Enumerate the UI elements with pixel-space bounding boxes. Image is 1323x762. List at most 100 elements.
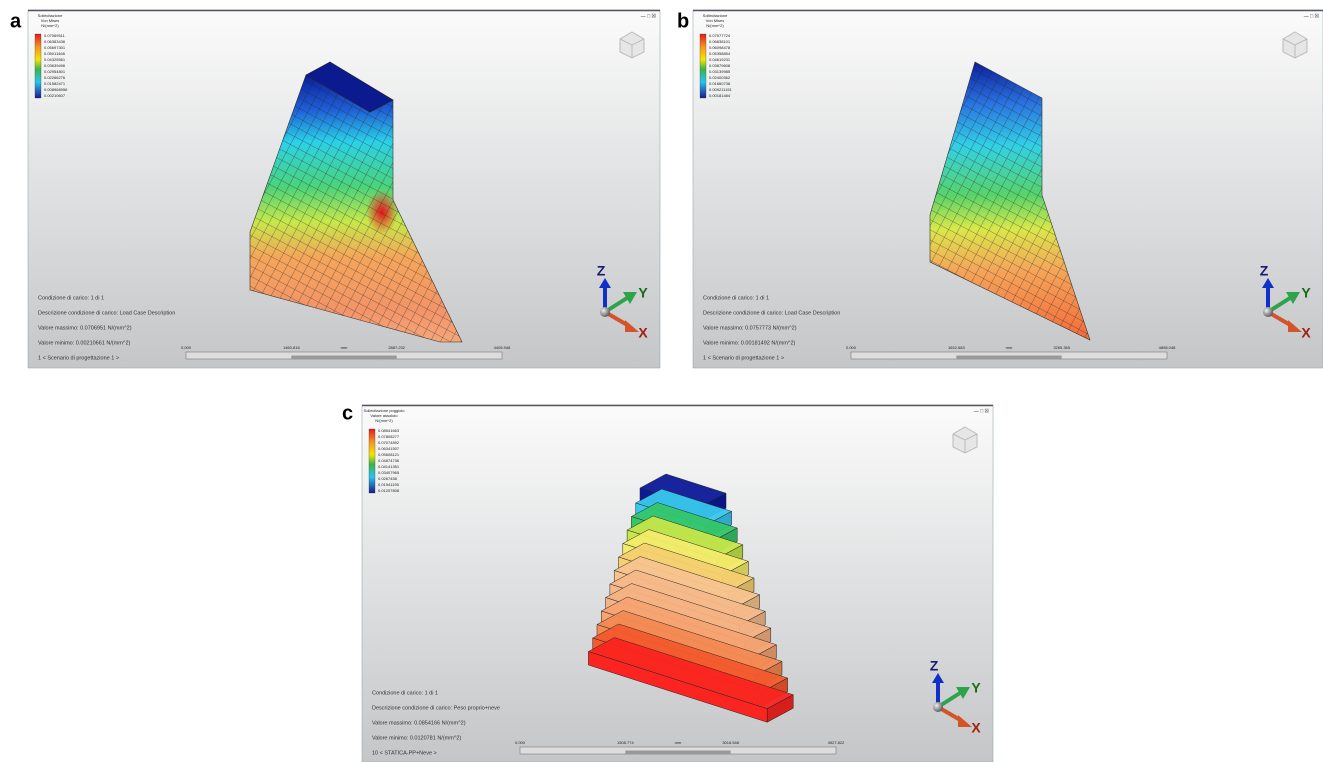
window-buttons: — □ ☒ <box>1304 13 1320 19</box>
scale-label: 3016.548 <box>722 740 739 745</box>
axis-label: X <box>638 325 648 341</box>
legend-value: 0.04141351 <box>378 464 400 469</box>
scale-label: 0.000 <box>515 740 526 745</box>
legend-value: 0.02400362 <box>709 75 731 80</box>
info-line: Descrizione condizione di carico: Load C… <box>38 310 175 316</box>
panel-label: a <box>10 10 22 32</box>
scale-label: 4898.048 <box>1159 345 1176 350</box>
legend-value: 0.01660738 <box>709 81 731 86</box>
legend-value: 0.01941195 <box>378 482 400 487</box>
scale-bar-segment <box>625 750 731 754</box>
window-buttons: — □ ☒ <box>974 408 990 414</box>
legend-value: 0.009211151 <box>709 87 733 92</box>
color-bar <box>34 33 42 99</box>
legend-value: 0.05358854 <box>709 51 731 56</box>
info-line: Condizione di carico: 1 di 1 <box>38 295 104 301</box>
legend-title: N/(mm^2) <box>375 418 393 423</box>
info-line: Valore massimo: 0.0706951 N/(mm^2) <box>38 325 132 331</box>
legend-value: 0.01582471 <box>44 81 66 86</box>
axis-origin <box>933 702 943 712</box>
scale-bar-segment <box>956 355 1062 359</box>
scale-label: 1632.683 <box>948 345 965 350</box>
axis-label: X <box>1301 325 1311 341</box>
legend-title: N/(mm^2) <box>41 23 59 28</box>
scale-label: 0.000 <box>846 345 857 350</box>
axis-z-head <box>599 278 611 288</box>
panel-label: c <box>342 402 353 424</box>
axis-y-head <box>623 292 637 304</box>
legend-value: 0.08541663 <box>378 428 400 433</box>
axis-x-head <box>958 715 972 727</box>
panel-label: b <box>677 10 689 32</box>
legend-title: Von Mises <box>41 18 59 23</box>
legend-title: Sollecitazione poggiolo <box>364 408 406 413</box>
info-line: Descrizione condizione di carico: Load C… <box>703 310 840 316</box>
legend-value: 0.07577724 <box>709 33 731 38</box>
info-line: 1 < Scenario di progettazione 1 > <box>38 355 119 361</box>
legend-value: 0.06838101 <box>709 39 731 44</box>
legend-title: Sollecitazione <box>38 13 63 18</box>
info-line: 10 < STATICA-PP+Neve > <box>372 750 437 756</box>
legend-value: 0.008968956 <box>44 87 68 92</box>
info-line: Descrizione condizione di carico: Peso p… <box>372 705 500 711</box>
legend-value: 0.06098478 <box>709 45 731 50</box>
legend-value: 0.0267458 <box>378 476 398 481</box>
legend-value: 0.02266276 <box>44 75 66 80</box>
axis-z-head <box>1262 278 1274 288</box>
color-bar <box>368 428 376 494</box>
scale-label: mm <box>675 740 682 745</box>
scale-label: mm <box>1006 345 1013 350</box>
legend-value: 0.05011468 <box>44 51 66 56</box>
axis-x-head <box>625 320 639 332</box>
scale-label: 1508.774 <box>617 740 634 745</box>
axis-x-head <box>1288 320 1302 332</box>
legend-value: 0.07074892 <box>378 440 400 445</box>
legend-value: 0.03139985 <box>709 69 731 74</box>
legend-value: 0.03879608 <box>709 63 731 68</box>
legend-title: N/(mm^2) <box>706 23 724 28</box>
legend-title: Sollecitazione <box>703 13 728 18</box>
axis-y-head <box>956 687 970 699</box>
info-line: Valore minimo: 0.00210661 N/(mm^2) <box>38 340 131 346</box>
axis-label: Z <box>930 658 939 674</box>
slab-front <box>588 651 768 723</box>
scale-bar-segment <box>291 355 397 359</box>
info-line: 1 < Scenario di progettazione 1 > <box>703 355 784 361</box>
legend-value: 0.04619231 <box>709 57 731 62</box>
axis-y-head <box>1286 292 1300 304</box>
legend-value: 0.07808277 <box>378 434 400 439</box>
scale-label: 3265.365 <box>1053 345 1070 350</box>
axis-label: Z <box>597 263 606 279</box>
legend-value: 0.01207808 <box>378 488 400 493</box>
scale-label: 0.000 <box>181 345 192 350</box>
legend-value: 0.03407965 <box>378 470 400 475</box>
info-line: Valore minimo: 0.00181492 N/(mm^2) <box>703 340 796 346</box>
axis-label: Y <box>1301 285 1311 301</box>
legend-value: 0.07069511 <box>44 33 66 38</box>
axis-label: Y <box>638 285 648 301</box>
legend-value: 0.06383436 <box>44 39 66 44</box>
info-line: Condizione di carico: 1 di 1 <box>372 690 438 696</box>
legend-value: 0.02954801 <box>44 69 66 74</box>
legend-title: Valore assoluto <box>370 413 398 418</box>
info-line: Condizione di carico: 1 di 1 <box>703 295 769 301</box>
legend-value: 0.04325561 <box>44 57 66 62</box>
info-line: Valore minimo: 0.0120781 N/(mm^2) <box>372 735 461 741</box>
axis-origin <box>1263 307 1273 317</box>
info-line: Valore massimo: 0.0757773 N/(mm^2) <box>703 325 797 331</box>
view-cube-edges <box>1282 38 1308 58</box>
axis-origin <box>600 307 610 317</box>
window-buttons: — □ ☒ <box>641 13 657 19</box>
scale-label: 2887.232 <box>388 345 405 350</box>
legend-value: 0.05608121 <box>378 452 400 457</box>
legend-value: 0.04874736 <box>378 458 400 463</box>
view-cube-edges <box>619 38 645 58</box>
info-line: Valore massimo: 0.0854166 N/(mm^2) <box>372 720 466 726</box>
legend-value: 0.06341507 <box>378 446 400 451</box>
axis-label: X <box>971 720 981 736</box>
scale-label: 4527.822 <box>828 740 845 745</box>
legend-value: 0.03639496 <box>44 63 66 68</box>
legend-value: 0.05697301 <box>44 45 66 50</box>
scale-label: 4405.948 <box>494 345 511 350</box>
axis-label: Z <box>1260 263 1269 279</box>
